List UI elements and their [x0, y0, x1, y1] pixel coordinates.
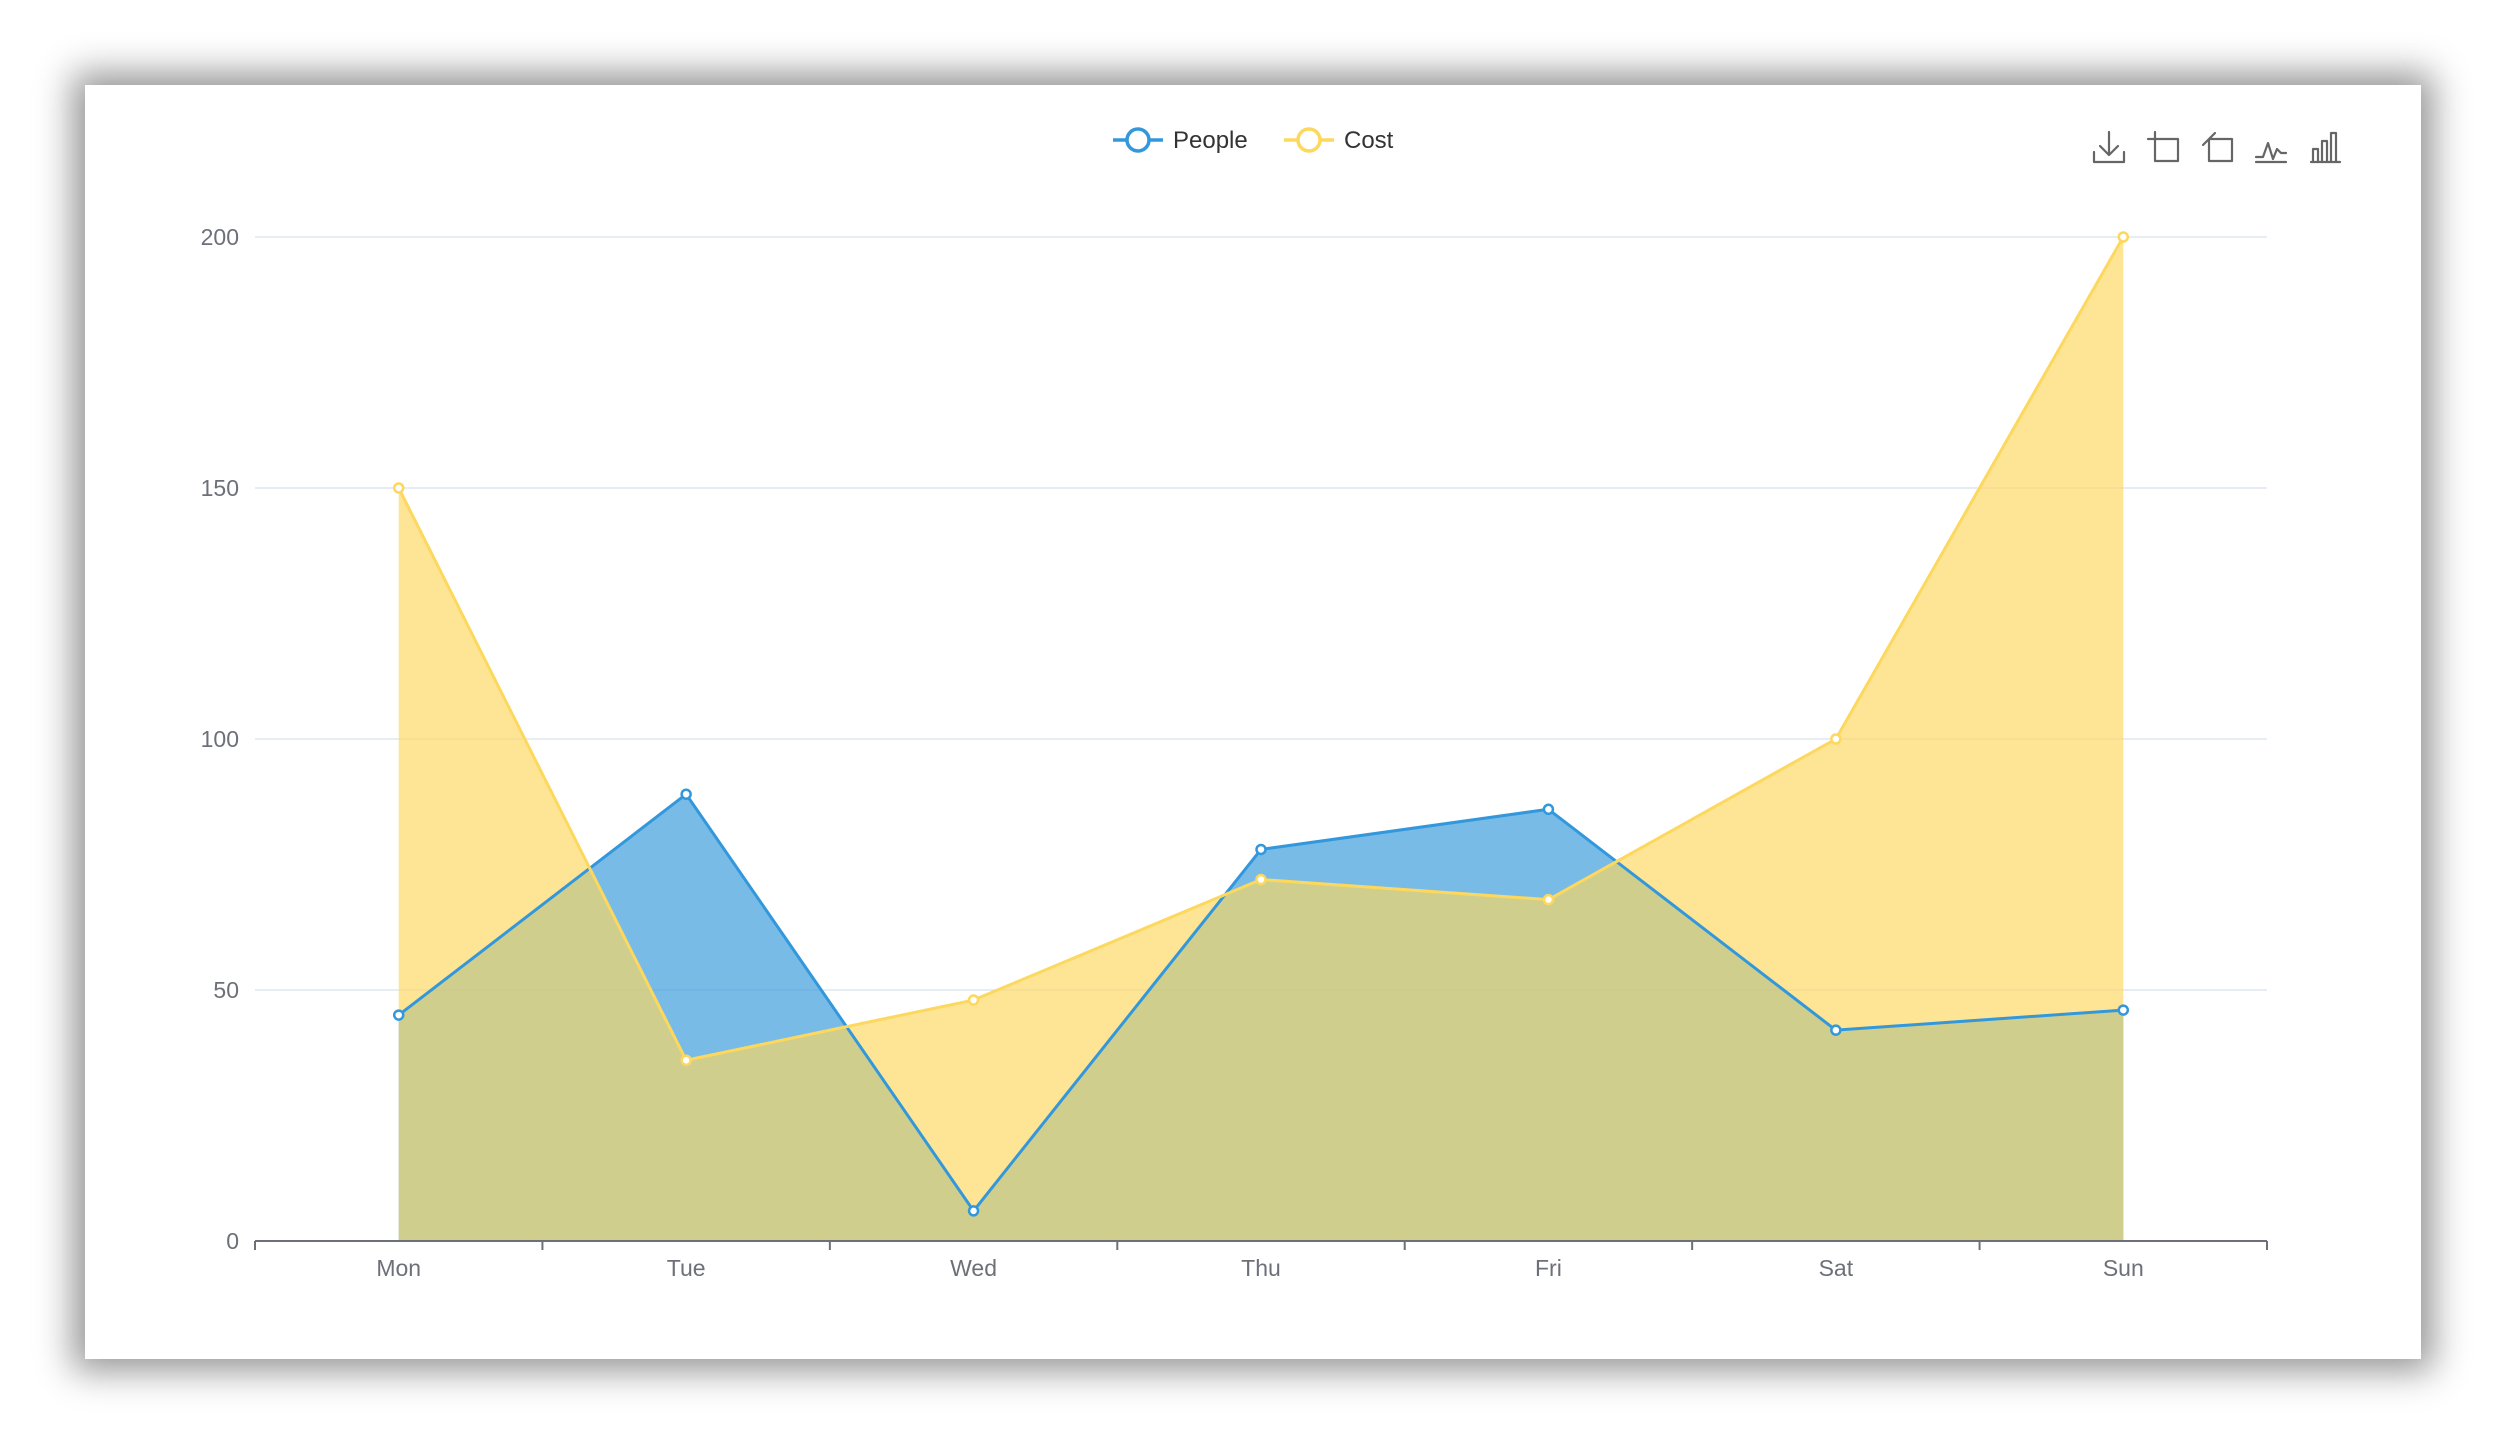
- toolbox[interactable]: [2092, 130, 2342, 164]
- data-point-cost[interactable]: [392, 482, 405, 494]
- legend-symbol-people: [1125, 127, 1151, 153]
- chart-card: 0 50 100 150 200 Mon Tue Wed Thu Fri Sat Sun People…: [85, 85, 2421, 1359]
- data-point-people[interactable]: [1542, 803, 1555, 816]
- legend-item-cost[interactable]: Cost: [1284, 127, 1394, 154]
- x-tick-label: Sun: [2103, 1255, 2144, 1281]
- data-point-people[interactable]: [1255, 843, 1267, 856]
- data-point-people[interactable]: [967, 1205, 980, 1217]
- y-tick-label: 100: [201, 726, 239, 752]
- bar-chart-icon-glyph: [2309, 131, 2342, 164]
- area-chart: 0 50 100 150 200 Mon Tue Wed Thu Fri Sat Sun People…: [201, 127, 2342, 1281]
- y-tick-label: 0: [226, 1228, 239, 1254]
- y-tick-label: 50: [213, 977, 239, 1003]
- line-chart-icon-glyph: [2254, 141, 2288, 164]
- zoom-icon-glyph: [2146, 130, 2180, 163]
- x-tick-label: Wed: [950, 1255, 997, 1281]
- y-tick-label: 200: [201, 224, 239, 250]
- data-point-cost[interactable]: [967, 994, 980, 1006]
- legend-item-people[interactable]: People: [1113, 127, 1248, 154]
- zoom-reset-icon[interactable]: [2201, 131, 2234, 163]
- data-point-cost[interactable]: [2117, 231, 2130, 243]
- axes: 0 50 100 150 200 Mon Tue Wed Thu Fri Sat Sun: [201, 224, 2268, 1281]
- download-icon-glyph: [2092, 130, 2126, 164]
- series-points: [392, 231, 2130, 1217]
- data-point-people[interactable]: [2117, 1004, 2130, 1016]
- x-tick-label: Sat: [1819, 1255, 1854, 1281]
- download-icon[interactable]: [2092, 130, 2126, 164]
- data-point-cost[interactable]: [680, 1054, 692, 1067]
- x-tick-label: Mon: [376, 1255, 421, 1281]
- area-cost: [398, 237, 2124, 1241]
- data-point-cost[interactable]: [1255, 873, 1267, 886]
- data-point-cost[interactable]: [1542, 893, 1555, 906]
- data-point-people[interactable]: [1830, 1024, 1842, 1036]
- x-tick-label: Tue: [667, 1255, 706, 1281]
- zoom-reset-icon-glyph: [2201, 131, 2234, 163]
- bar-chart-icon[interactable]: [2309, 131, 2342, 164]
- series-areas: [398, 237, 2124, 1241]
- legend-label: People: [1173, 127, 1248, 154]
- legend-label: Cost: [1344, 127, 1394, 154]
- zoom-icon[interactable]: [2146, 130, 2180, 163]
- line-chart-icon[interactable]: [2254, 141, 2288, 164]
- x-tick-label: Thu: [1241, 1255, 1281, 1281]
- legend[interactable]: People Cost: [1113, 127, 1394, 154]
- data-point-people[interactable]: [680, 788, 692, 800]
- y-tick-label: 150: [201, 475, 239, 501]
- x-tick-label: Fri: [1535, 1255, 1562, 1281]
- data-point-people[interactable]: [392, 1009, 405, 1021]
- data-point-cost[interactable]: [1830, 733, 1842, 745]
- legend-symbol-cost: [1296, 127, 1322, 153]
